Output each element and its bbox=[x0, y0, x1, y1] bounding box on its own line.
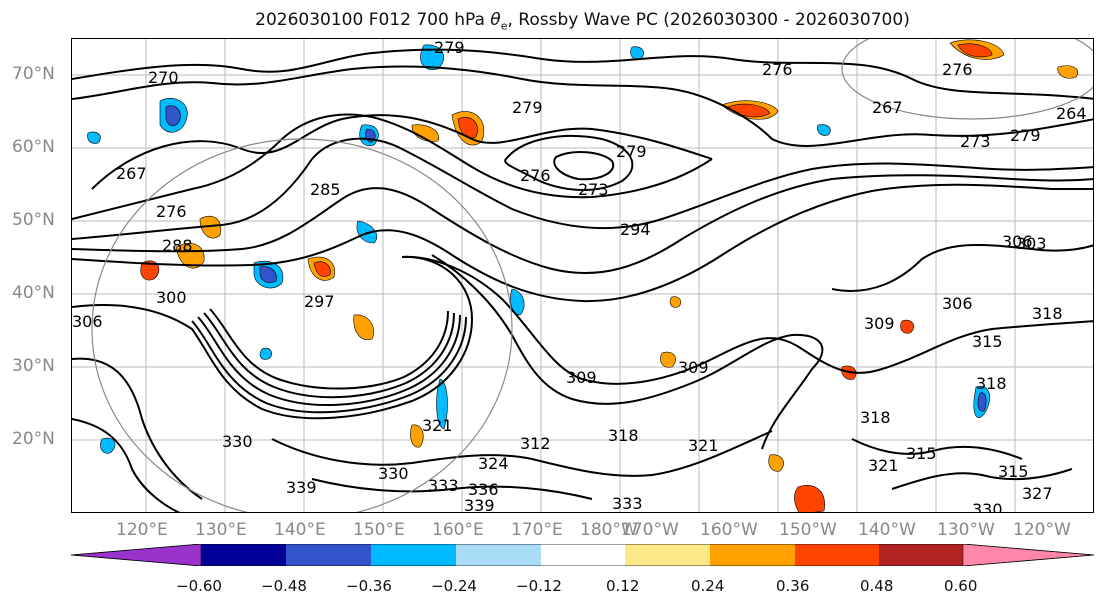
contour-label: 279 bbox=[512, 98, 543, 117]
contour-label: 279 bbox=[616, 142, 647, 161]
contour-label: 306 bbox=[1002, 232, 1033, 251]
contour-label: 339 bbox=[464, 496, 495, 513]
contour-label: 324 bbox=[478, 454, 509, 473]
colorbar-tick: −0.12 bbox=[516, 577, 562, 595]
colorbar-tick: 0.60 bbox=[944, 577, 978, 595]
contour-label: 336 bbox=[468, 480, 499, 499]
contour-label: 333 bbox=[612, 494, 643, 513]
contour-label: 306 bbox=[72, 312, 103, 331]
contour-label: 309 bbox=[678, 358, 709, 377]
colorbar-swatch bbox=[541, 544, 625, 566]
contour-label: 330 bbox=[972, 500, 1003, 513]
colorbar-swatch bbox=[962, 543, 1095, 567]
contour-label: 279 bbox=[1010, 126, 1041, 145]
map-canvas: 270 279 279 279 273 276 276 267 264 273 … bbox=[72, 39, 1093, 513]
colorbar-tick: −0.36 bbox=[346, 577, 392, 595]
colorbar-swatch bbox=[70, 543, 202, 567]
colorbar-swatch bbox=[456, 544, 541, 566]
lon-label: 140°W bbox=[858, 520, 916, 540]
contour-label: 276 bbox=[156, 202, 187, 221]
lon-label: 150°E bbox=[353, 520, 405, 540]
colorbar-swatch bbox=[625, 544, 710, 566]
lon-label: 130°E bbox=[195, 520, 247, 540]
lat-label: 70°N bbox=[12, 64, 55, 84]
lat-label: 40°N bbox=[12, 283, 55, 303]
contour-label: 318 bbox=[608, 426, 639, 445]
contour-label: 276 bbox=[762, 60, 793, 79]
lon-label: 150°W bbox=[779, 520, 837, 540]
lon-label: 130°W bbox=[937, 520, 995, 540]
colorbar-tick: 0.36 bbox=[776, 577, 810, 595]
lon-label: 160°W bbox=[700, 520, 758, 540]
contour-label: 285 bbox=[310, 180, 341, 199]
contour-label: 279 bbox=[434, 39, 465, 57]
lon-label: 140°E bbox=[274, 520, 326, 540]
colorbar-tick: 0.12 bbox=[606, 577, 640, 595]
contour-label: 318 bbox=[976, 374, 1007, 393]
contour-label: 276 bbox=[520, 166, 551, 185]
contour-label: 321 bbox=[868, 456, 899, 475]
colorbar-swatch bbox=[201, 544, 286, 566]
colorbar-swatch bbox=[710, 544, 795, 566]
lat-label: 20°N bbox=[12, 429, 55, 449]
lon-label: 120°E bbox=[116, 520, 168, 540]
lon-label: 160°E bbox=[432, 520, 484, 540]
contour-label: 321 bbox=[688, 436, 719, 455]
contour-label: 303 bbox=[1016, 234, 1047, 253]
contour-label: 270 bbox=[148, 68, 179, 87]
contour-label: 273 bbox=[578, 180, 609, 199]
contour-label: 318 bbox=[860, 408, 891, 427]
contour-label: 297 bbox=[304, 292, 335, 311]
contour-label: 267 bbox=[116, 164, 147, 183]
contour-label: 339 bbox=[286, 478, 317, 497]
lat-label: 60°N bbox=[12, 137, 55, 157]
contour-label: 309 bbox=[864, 314, 895, 333]
contour-label: 306 bbox=[942, 294, 973, 313]
contour-label: 330 bbox=[378, 464, 409, 483]
contour-label: 294 bbox=[620, 220, 651, 239]
colorbar-swatches bbox=[70, 543, 1095, 567]
colorbar-tick: −0.48 bbox=[261, 577, 307, 595]
contour-label: 315 bbox=[998, 462, 1029, 481]
contour-label-group: 270 279 279 279 273 276 276 267 264 273 … bbox=[72, 39, 1087, 513]
contour-label: 318 bbox=[1032, 304, 1063, 323]
colorbar-swatch bbox=[795, 544, 879, 566]
contour-label: 333 bbox=[428, 476, 459, 495]
map-title: 2026030100 F012 700 hPa θe, Rossby Wave … bbox=[255, 10, 910, 33]
lon-label: 180°W bbox=[580, 520, 638, 540]
colorbar-swatch bbox=[286, 544, 371, 566]
contour-label: 315 bbox=[906, 444, 937, 463]
lon-label: 120°W bbox=[1013, 520, 1071, 540]
colorbar-tick: −0.60 bbox=[176, 577, 222, 595]
theta-e-contours bbox=[72, 48, 1093, 512]
lon-label: 170°E bbox=[511, 520, 563, 540]
contour-label: 321 bbox=[422, 416, 453, 435]
contour-label: 327 bbox=[1022, 484, 1053, 503]
negative-anomaly-shading bbox=[87, 44, 990, 454]
lon-label: 170°W bbox=[621, 520, 679, 540]
contour-label: 312 bbox=[520, 434, 551, 453]
contour-label: 309 bbox=[566, 368, 597, 387]
contour-label: 315 bbox=[972, 332, 1003, 351]
lat-label: 50°N bbox=[12, 210, 55, 230]
contour-label: 267 bbox=[872, 98, 903, 117]
contour-label: 300 bbox=[156, 288, 187, 307]
lat-label: 30°N bbox=[12, 356, 55, 376]
colorbar-swatch bbox=[371, 544, 456, 566]
contour-label: 288 bbox=[162, 236, 193, 255]
reference-circles bbox=[91, 39, 1093, 512]
colorbar-swatch bbox=[879, 544, 963, 566]
map-panel: 270 279 279 279 273 276 276 267 264 273 … bbox=[71, 38, 1094, 513]
colorbar-tick: 0.48 bbox=[860, 577, 894, 595]
colorbar bbox=[70, 543, 1095, 567]
colorbar-tick: −0.24 bbox=[431, 577, 477, 595]
contour-label: 264 bbox=[1056, 104, 1087, 123]
contour-label: 276 bbox=[942, 60, 973, 79]
contour-label: 330 bbox=[222, 432, 253, 451]
contour-label: 273 bbox=[960, 132, 991, 151]
colorbar-tick: 0.24 bbox=[691, 577, 725, 595]
